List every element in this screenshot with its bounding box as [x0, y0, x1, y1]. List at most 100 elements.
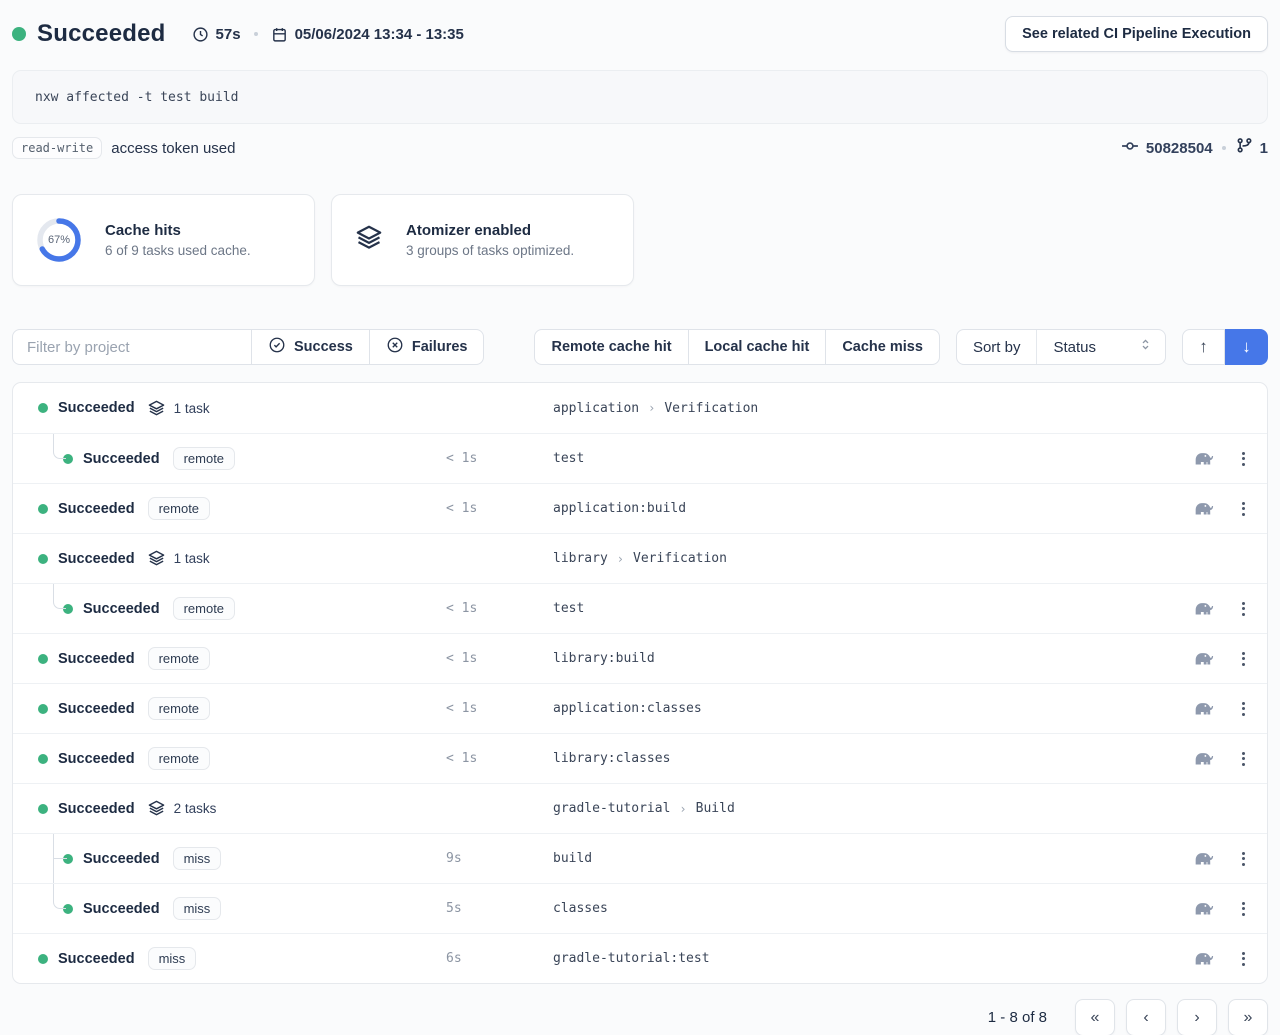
last-page-button[interactable]: » [1228, 999, 1268, 1035]
cache-miss-button[interactable]: Cache miss [825, 329, 940, 365]
kebab-menu-icon[interactable] [1238, 848, 1249, 870]
row-status-cell: Succeeded 1 task [13, 534, 446, 583]
kebab-menu-icon[interactable] [1238, 748, 1249, 770]
row-status-label: Succeeded [83, 900, 160, 917]
row-status-cell: Succeeded miss [13, 834, 446, 884]
next-page-button[interactable]: › [1177, 999, 1217, 1035]
row-actions [1171, 748, 1267, 770]
first-page-button[interactable]: « [1075, 999, 1115, 1035]
kebab-menu-icon[interactable] [1238, 448, 1249, 470]
gradle-elephant-icon[interactable] [1192, 648, 1214, 670]
row-status-cell: Succeeded remote [13, 584, 446, 633]
task-row[interactable]: Succeeded remote < 1s library:build [13, 633, 1267, 683]
task-target: library:classes [553, 751, 671, 766]
kebab-menu-icon[interactable] [1238, 698, 1249, 720]
related-pipeline-button[interactable]: See related CI Pipeline Execution [1005, 16, 1268, 52]
sort-descending-button[interactable]: ↓ [1225, 329, 1268, 365]
layers-icon [147, 549, 166, 568]
token-row: read-write access token used 50828504 1 [12, 135, 1268, 161]
command-box: nxw affected -t test build [12, 70, 1268, 124]
row-duration: 9s [446, 851, 462, 866]
status-dot [12, 27, 26, 41]
calendar-icon [271, 26, 288, 43]
task-target: gradle-tutorial:test [553, 951, 710, 966]
access-token-badge: read-write [12, 137, 103, 159]
command-text: nxw affected -t test build [35, 89, 239, 105]
duration-value: 57s [215, 25, 241, 43]
gradle-elephant-icon[interactable] [1192, 498, 1214, 520]
sort-ascending-button[interactable]: ↑ [1182, 329, 1225, 365]
row-duration: 6s [446, 951, 462, 966]
group-category: Verification [633, 551, 727, 566]
row-duration: < 1s [446, 601, 478, 616]
local-cache-hit-button[interactable]: Local cache hit [687, 329, 827, 365]
kebab-menu-icon[interactable] [1238, 648, 1249, 670]
task-target: build [553, 851, 593, 866]
chevron-left-icon: ‹ [1143, 1008, 1149, 1026]
task-row[interactable]: Succeeded miss 6s gradle-tutorial:test [13, 933, 1267, 983]
task-row[interactable]: Succeeded remote < 1s test [13, 433, 1267, 483]
cache-hits-subtitle: 6 of 9 tasks used cache. [105, 243, 251, 258]
row-status-label: Succeeded [58, 700, 135, 717]
success-status-dot [63, 603, 73, 614]
row-status-label: Succeeded [83, 450, 160, 467]
task-row[interactable]: Succeeded miss 9s build [13, 833, 1267, 884]
header: Succeeded 57s 05/06/2024 13:34 - 13:35 S… [12, 15, 1268, 53]
cache-status-badge: remote [147, 697, 211, 720]
group-task-count: 1 task [173, 551, 210, 566]
success-status-dot [63, 453, 73, 464]
kebab-menu-icon[interactable] [1238, 948, 1249, 970]
task-target: application:build [553, 501, 687, 516]
success-status-dot [63, 903, 73, 914]
task-row[interactable]: Succeeded remote < 1s application:classes [13, 683, 1267, 733]
task-group-row[interactable]: Succeeded 2 tasks gradle-tutorial › Build [13, 783, 1267, 833]
sort-select-value: Status [1053, 338, 1096, 356]
row-actions [1171, 648, 1267, 670]
atomizer-title: Atomizer enabled [406, 222, 532, 239]
project-filter-input[interactable] [12, 329, 252, 365]
success-status-dot [38, 503, 48, 514]
task-row[interactable]: Succeeded remote < 1s application:build [13, 483, 1267, 533]
chevron-right-icon: › [648, 401, 656, 415]
page-title: Succeeded [37, 20, 166, 47]
success-filter-button[interactable]: Success [251, 329, 370, 365]
task-row[interactable]: Succeeded remote < 1s library:classes [13, 733, 1267, 783]
task-target: library:build [553, 651, 655, 666]
gradle-elephant-icon[interactable] [1192, 448, 1214, 470]
gradle-elephant-icon[interactable] [1192, 698, 1214, 720]
gradle-elephant-icon[interactable] [1192, 848, 1214, 870]
row-status-cell: Succeeded miss [13, 884, 446, 933]
gradle-elephant-icon[interactable] [1192, 898, 1214, 920]
commit-hash[interactable]: 50828504 [1145, 139, 1213, 157]
vcs-info: 50828504 1 [1120, 136, 1268, 161]
failures-filter-button[interactable]: Failures [368, 329, 485, 365]
sort-divider [1036, 330, 1038, 364]
cache-filter-group: Remote cache hit Local cache hit Cache m… [534, 329, 940, 365]
task-group-row[interactable]: Succeeded 1 task library › Verification [13, 533, 1267, 583]
duration-meta: 57s 05/06/2024 13:34 - 13:35 [192, 26, 464, 43]
project-name: gradle-tutorial [553, 801, 671, 816]
task-row[interactable]: Succeeded miss 5s classes [13, 883, 1267, 933]
page-range: 1 - 8 of 8 [987, 1009, 1047, 1026]
sort-select[interactable]: Status [1037, 337, 1165, 357]
kebab-menu-icon[interactable] [1238, 898, 1249, 920]
gradle-elephant-icon[interactable] [1192, 598, 1214, 620]
remote-cache-hit-button[interactable]: Remote cache hit [534, 329, 689, 365]
layers-icon [147, 799, 166, 818]
sort-control: Sort by Status [955, 329, 1166, 365]
gradle-elephant-icon[interactable] [1192, 948, 1214, 970]
cache-status-badge: miss [172, 897, 222, 920]
task-group-row[interactable]: Succeeded 1 task application › Verification [13, 383, 1267, 433]
x-circle-icon [386, 336, 404, 358]
sort-by-label: Sort by [972, 338, 1021, 356]
row-status-cell: Succeeded 2 tasks [13, 784, 446, 833]
group-breadcrumb: library › Verification [553, 551, 1171, 566]
kebab-menu-icon[interactable] [1238, 598, 1249, 620]
kebab-menu-icon[interactable] [1238, 498, 1249, 520]
row-status-cell: Succeeded miss [13, 934, 446, 983]
prev-page-button[interactable]: ‹ [1126, 999, 1166, 1035]
gradle-elephant-icon[interactable] [1192, 748, 1214, 770]
task-target: test [553, 451, 585, 466]
task-row[interactable]: Succeeded remote < 1s test [13, 583, 1267, 633]
selector-chevrons-icon [1138, 337, 1153, 357]
